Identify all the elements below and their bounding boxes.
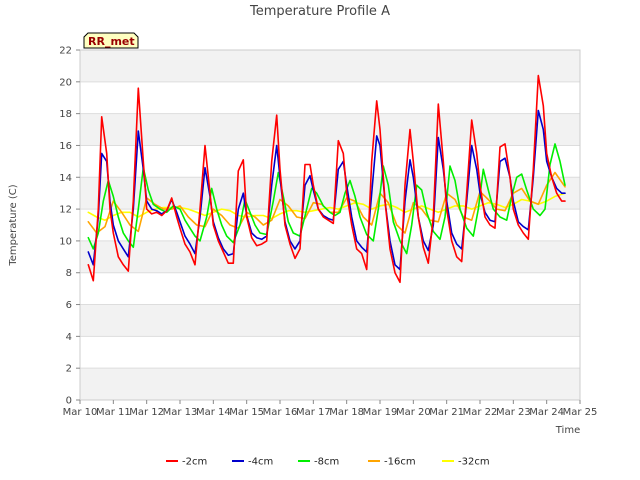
- y-tick-label: 22: [59, 46, 72, 57]
- y-tick-label: 14: [59, 173, 72, 184]
- y-tick-label: 12: [59, 205, 72, 216]
- y-tick-label: 0: [66, 396, 72, 407]
- legend: -2cm -4cm -8cm -16cm -32cm: [166, 457, 490, 468]
- x-tick-label: Mar 22: [463, 407, 498, 418]
- x-tick-label: Mar 19: [363, 407, 398, 418]
- x-tick-label: Mar 16: [263, 407, 298, 418]
- background-band: [80, 304, 580, 337]
- y-tick-label: 16: [59, 141, 72, 152]
- x-tick-label: Mar 18: [329, 407, 364, 418]
- background-band: [80, 50, 580, 82]
- badge-box: [83, 32, 139, 49]
- x-tick-label: Mar 11: [96, 407, 131, 418]
- y-tick-label: 18: [59, 109, 72, 120]
- y-tick-label: 10: [59, 236, 72, 247]
- y-tick-label: 2: [66, 364, 72, 375]
- legend-label: -2cm: [182, 457, 207, 468]
- series-line-8cmcm: [87, 143, 566, 255]
- badge-text: RR_met: [88, 35, 135, 48]
- legend-label: -16cm: [384, 457, 416, 468]
- x-tick-label: Mar 10: [63, 407, 98, 418]
- x-axis-label: Time: [555, 425, 580, 436]
- legend-label: -8cm: [314, 457, 339, 468]
- x-tick-label: Mar 20: [396, 407, 431, 418]
- y-tick-label: 20: [59, 77, 72, 88]
- y-tick-label: 6: [66, 300, 72, 311]
- x-tick-label: Mar 24: [529, 407, 564, 418]
- plot-frame: [79, 49, 581, 401]
- x-tick-label: Mar 21: [429, 407, 464, 418]
- background-bands: [80, 50, 580, 400]
- chart-title: Temperature Profile A: [249, 4, 390, 19]
- x-tick-label: Mar 17: [296, 407, 331, 418]
- x-tick-label: Mar 25: [563, 407, 598, 418]
- legend-label: -32cm: [458, 457, 490, 468]
- background-band: [80, 368, 580, 400]
- background-band: [80, 240, 580, 273]
- background-band: [80, 113, 580, 146]
- x-tick-label: Mar 12: [129, 407, 164, 418]
- series-line-2cmcm: [87, 74, 566, 284]
- x-tick-label: Mar 14: [196, 407, 231, 418]
- y-tick-label: 4: [66, 332, 72, 343]
- x-tick-label: Mar 23: [496, 407, 531, 418]
- legend-label: -4cm: [248, 457, 273, 468]
- station-badge: RR_met: [83, 32, 139, 49]
- y-tick-label: 8: [66, 268, 72, 279]
- x-tick-label: Mar 13: [163, 407, 198, 418]
- data-series: [87, 74, 566, 284]
- y-axis-label: Temperature (C): [8, 184, 19, 266]
- x-tick-label: Mar 15: [229, 407, 264, 418]
- y-axis-ticks: 0 2 4 6 8 10 12 14 16 18 20 22: [59, 46, 80, 407]
- gridlines: [80, 49, 580, 401]
